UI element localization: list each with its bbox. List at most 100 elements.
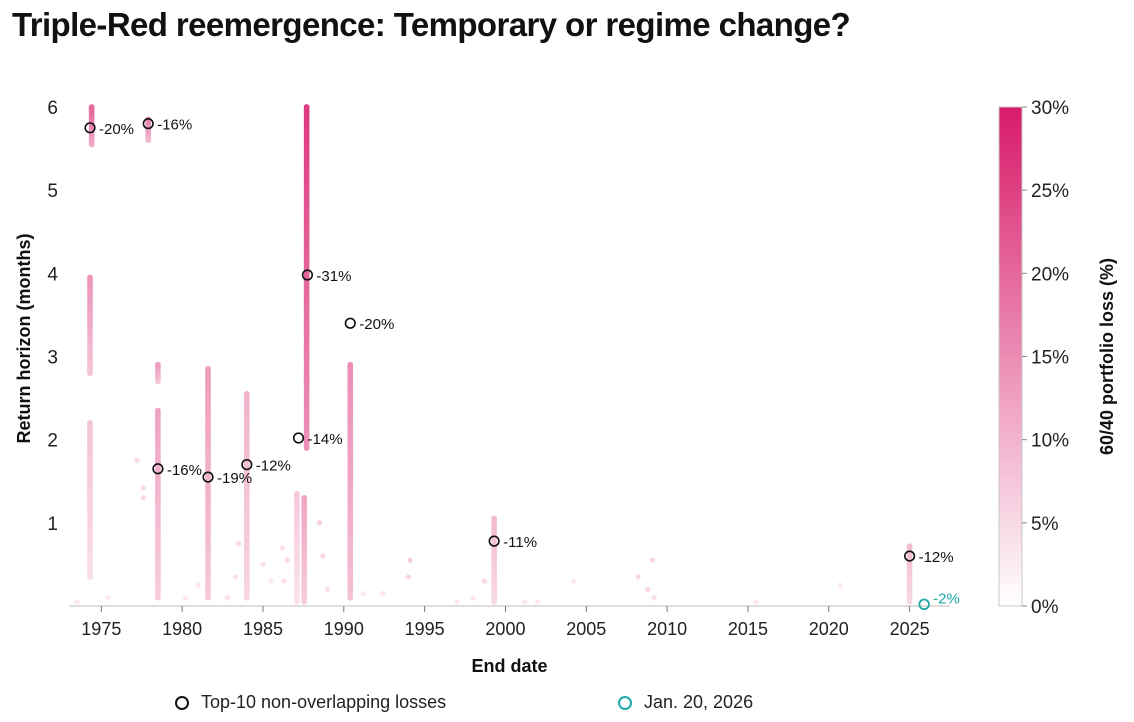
top-loss-label: -14% [308,431,343,448]
x-tick-label: 2000 [485,619,525,639]
top-loss-marker [903,550,916,562]
top-loss-markers: -20% -16%-16% -19%-12%-14%-31%-20%-11%-12%… [84,117,960,611]
colorbar-tick-label: 5% [1031,514,1059,535]
loss-dot [155,407,161,414]
loss-dot [87,274,93,281]
axes: 1975 1980 1985 1990 1995 2000 2005 2010 2015 2020… [14,98,950,676]
colorbar-tick-label: 30% [1031,98,1069,119]
top-loss-label: -16% [167,462,202,479]
colorbar-tick-label: 0% [1031,597,1059,618]
current-marker [918,598,930,611]
top-loss-marker [142,118,154,130]
y-tick-label: 1 [47,514,58,535]
y-tick-label: 2 [47,431,58,452]
loss-dot [294,490,300,497]
loss-dot [74,599,80,605]
x-tick-label: 2010 [647,619,687,639]
loss-dot [405,574,412,580]
loss-dot [195,582,202,588]
loss-dot [205,366,211,372]
top-loss-marker [301,269,314,281]
x-tick-label: 1990 [324,619,364,639]
loss-dot [470,594,476,601]
legend-item-top10: Top-10 non-overlapping losses [175,692,446,713]
legend-top10-label: Top-10 non-overlapping losses [201,692,447,712]
loss-dot [906,543,913,550]
top-loss-label: -20% [99,121,134,138]
colorbar-title: 60/40 portfolio loss (%) [1097,258,1117,455]
loss-dot [753,599,759,605]
top-loss-marker [344,317,356,329]
top-loss-label: -20% [359,316,394,333]
loss-dot [522,599,528,605]
loss-dot-layer [74,104,913,605]
top-loss-label: -12% [919,549,954,566]
x-tick-label: 2025 [890,619,930,639]
loss-dot [284,557,290,563]
top-loss-marker [241,459,253,471]
loss-dot [320,553,326,559]
loss-dot [570,578,577,584]
loss-dot [651,594,657,601]
colorbar-tick-label: 15% [1031,348,1069,369]
top-loss-marker [202,471,214,483]
legend-current-marker [618,695,632,710]
top-loss-label: -19% [217,470,252,487]
loss-dot [236,540,242,547]
loss-dot [635,574,641,580]
loss-dot [268,578,274,584]
x-tick-label: 1995 [405,619,445,639]
loss-dot [232,574,239,580]
loss-dot [324,586,331,593]
top-loss-label: -11% [503,534,537,551]
current-label: -2% [933,590,960,607]
y-tick-label: 5 [47,181,58,202]
top-loss-label: -31% [316,268,351,285]
x-tick-label: 1980 [162,619,202,639]
top-loss-marker [152,463,164,475]
loss-dot [837,582,843,588]
loss-dot [105,594,111,601]
x-axis-title: End date [471,656,547,676]
y-axis-title: Return horizon (months) [14,234,34,444]
legend-item-current: Jan. 20, 2026 [618,692,753,713]
top-loss-label: -12% [256,458,291,475]
colorbar-tick-label: 25% [1031,181,1069,202]
x-tick-label: 2005 [566,619,606,639]
loss-dot [140,485,147,491]
top-loss-marker [292,432,305,444]
loss-dot [87,420,93,426]
top-loss-marker [84,122,96,134]
x-tick-label: 2020 [809,619,849,639]
top-loss-marker [488,535,500,547]
colorbar: 0% 5% 10% 15% 20% 25% 30% 60/40 portfolio loss … [998,98,1117,618]
loss-dot [281,578,287,584]
loss-dot [134,457,140,464]
top-loss-label: -16% [157,117,192,134]
loss-dot [645,586,651,593]
y-tick-label: 3 [47,348,58,369]
y-tick-label: 6 [47,98,58,119]
loss-dot [182,594,189,601]
loss-dot [301,494,308,501]
loss-dot [243,391,250,397]
loss-dot [224,594,231,601]
colorbar-gradient [998,106,1023,607]
loss-dot [155,361,161,368]
legend: Top-10 non-overlapping losses Jan. 20, 2… [175,692,875,718]
loss-dot [316,520,323,526]
x-tick-label: 1985 [243,619,283,639]
colorbar-tick-label: 20% [1031,264,1069,285]
chart-title: Triple-Red reemergence: Temporary or reg… [12,6,851,43]
y-tick-label: 4 [47,264,58,285]
loss-dot [88,104,95,110]
loss-dot [481,578,488,584]
loss-dot [279,545,286,551]
x-tick-label: 2015 [728,619,768,639]
loss-dot [360,590,366,597]
loss-dot [491,515,498,522]
x-tick-label: 1975 [81,619,121,639]
colorbar-tick-label: 10% [1031,431,1069,452]
